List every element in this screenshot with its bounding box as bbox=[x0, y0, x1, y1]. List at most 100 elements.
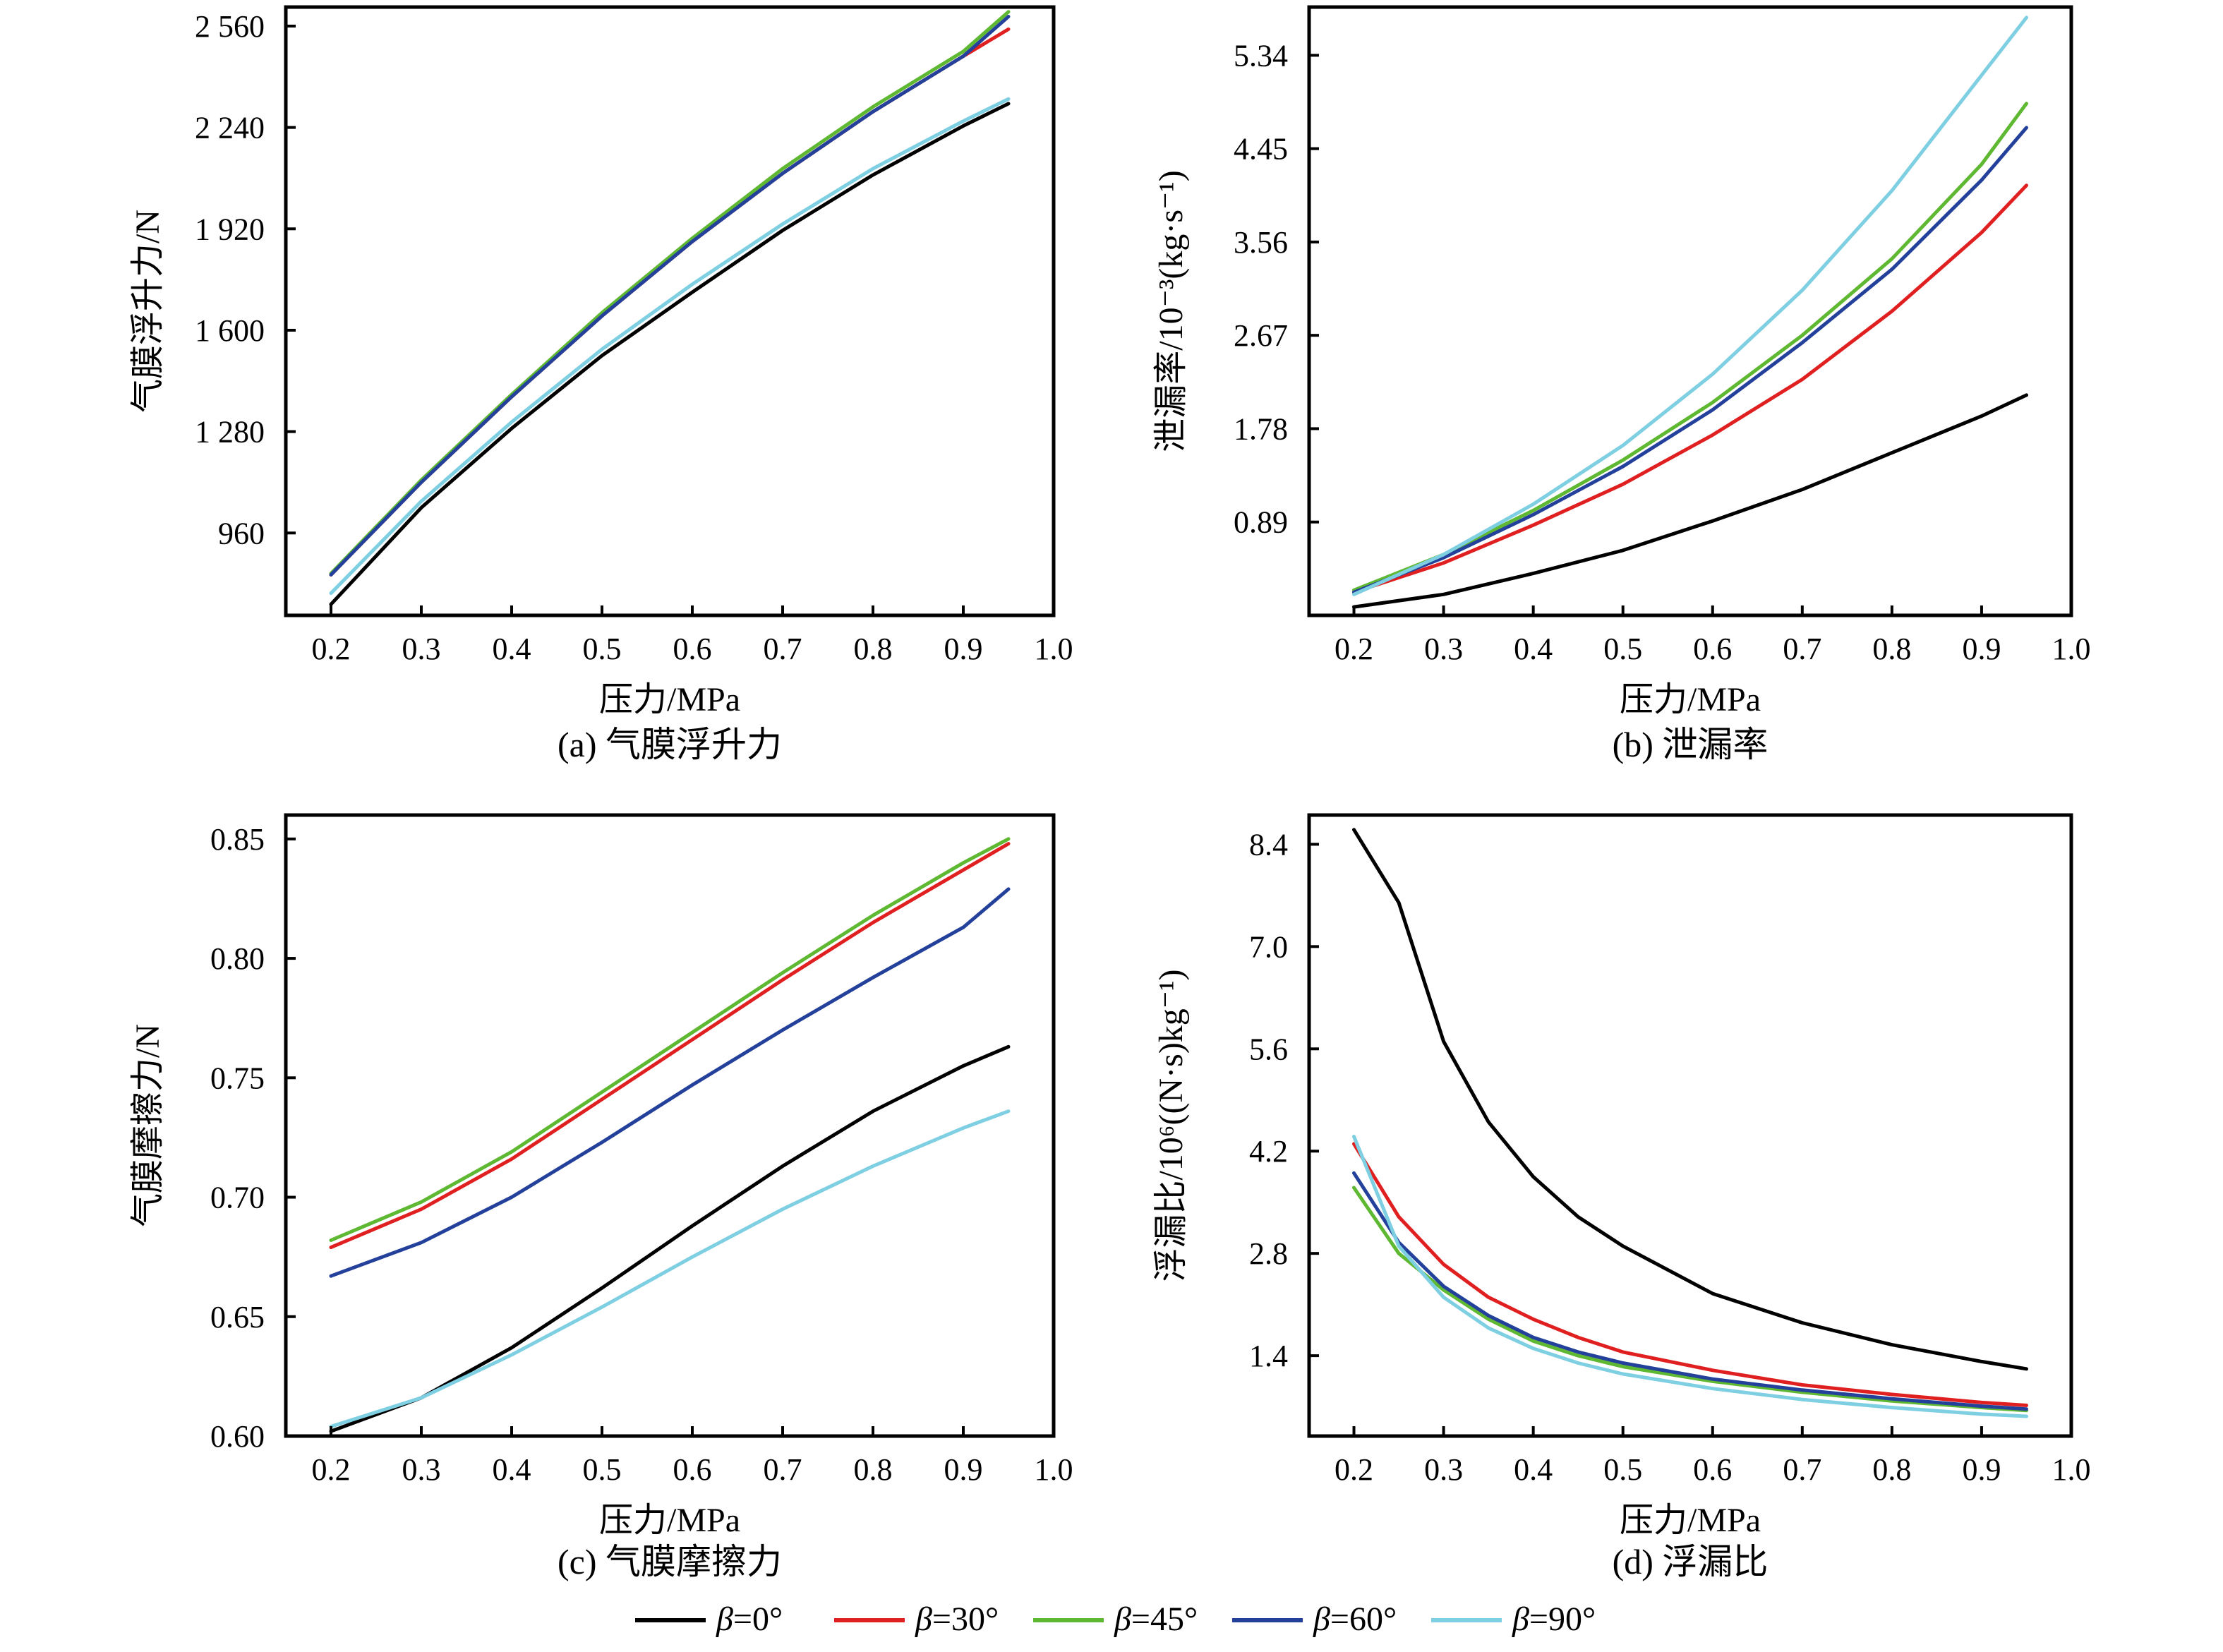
x-tick-label-b-5: 0.7 bbox=[1783, 632, 1821, 666]
y-tick-label-c-1: 0.65 bbox=[210, 1300, 265, 1334]
series-line-d-2 bbox=[1352, 1186, 2028, 1413]
series-line-d-3 bbox=[1352, 1171, 2028, 1411]
y-tick-label-a-5: 2 560 bbox=[195, 9, 265, 44]
y-tick-label-c-2: 0.70 bbox=[210, 1181, 265, 1215]
legend-beta: β bbox=[1114, 1600, 1131, 1638]
plot-frame-b bbox=[1307, 5, 2073, 617]
x-tick-label-c-2: 0.4 bbox=[493, 1452, 531, 1487]
y-axis-label-d: 浮漏比/10⁶((N·s)kg⁻¹) bbox=[1152, 969, 1190, 1282]
panel-caption-d: (d) 浮漏比 bbox=[1613, 1542, 1769, 1581]
x-tick-label-a-4: 0.6 bbox=[673, 632, 712, 666]
x-tick-label-a-6: 0.8 bbox=[854, 632, 893, 666]
panel-b: 0.2 0.3 0.4 0.5 0.6 0.7 0.8 0.9 1.0 0.89 1.78 2.67 3… bbox=[1152, 5, 2091, 764]
x-tick-label-d-6: 0.8 bbox=[1872, 1452, 1911, 1487]
x-tick-label-c-6: 0.8 bbox=[854, 1452, 893, 1487]
x-tick-label-c-7: 0.9 bbox=[944, 1452, 983, 1487]
panel-d: 0.2 0.3 0.4 0.5 0.6 0.7 0.8 0.9 1.0 1.4 2.8 4.2 5.6 7… bbox=[1152, 813, 2091, 1581]
legend-beta: β bbox=[716, 1600, 733, 1638]
panel-caption-c: (c) 气膜摩擦力 bbox=[558, 1542, 782, 1581]
y-tick-label-c-4: 0.80 bbox=[210, 941, 265, 976]
x-tick-label-c-4: 0.6 bbox=[673, 1452, 712, 1487]
y-tick-label-b-1: 1.78 bbox=[1234, 411, 1288, 446]
y-tick-label-d-5: 8.4 bbox=[1249, 827, 1288, 862]
series-line-b-4 bbox=[1352, 16, 2028, 596]
x-tick-label-d-2: 0.4 bbox=[1514, 1452, 1553, 1487]
x-tick-label-b-7: 0.9 bbox=[1962, 632, 2001, 666]
x-tick-label-a-5: 0.7 bbox=[764, 632, 802, 666]
series-line-a-0 bbox=[329, 102, 1011, 606]
panel-caption-a: (a) 气膜浮升力 bbox=[558, 725, 782, 764]
y-tick-label-a-1: 1 280 bbox=[195, 415, 265, 450]
x-tick-label-d-4: 0.6 bbox=[1693, 1452, 1732, 1487]
x-tick-label-c-1: 0.3 bbox=[402, 1452, 441, 1487]
series-line-d-4 bbox=[1352, 1135, 2028, 1418]
series-line-b-2 bbox=[1352, 102, 2028, 592]
legend-beta: β bbox=[915, 1600, 932, 1638]
legend-entry-4: β=90° bbox=[1512, 1600, 1596, 1638]
series-line-d-0 bbox=[1352, 828, 2028, 1371]
x-tick-label-d-7: 0.9 bbox=[1962, 1452, 2001, 1487]
x-tick-label-b-3: 0.5 bbox=[1603, 632, 1642, 666]
plot-frame-d bbox=[1307, 813, 2073, 1438]
y-tick-label-a-0: 960 bbox=[218, 516, 265, 550]
y-tick-label-b-4: 4.45 bbox=[1234, 132, 1288, 167]
legend-entry-0: β=0° bbox=[716, 1600, 783, 1638]
series-line-c-0 bbox=[329, 1044, 1011, 1433]
series-line-b-3 bbox=[1352, 126, 2028, 594]
series-line-a-4 bbox=[329, 97, 1011, 596]
plot-frame-c bbox=[284, 813, 1056, 1438]
x-tick-label-a-8: 1.0 bbox=[1035, 632, 1073, 666]
y-tick-label-c-3: 0.75 bbox=[210, 1061, 265, 1095]
x-axis-label-b: 压力/MPa bbox=[1620, 681, 1761, 718]
plot-frame-a bbox=[284, 5, 1056, 617]
legend-beta: β bbox=[1313, 1600, 1330, 1638]
legend: β=0° β=30° β=45° β=60° β=90° bbox=[635, 1600, 1596, 1638]
legend-entry-2: β=45° bbox=[1114, 1600, 1198, 1638]
x-tick-label-a-7: 0.9 bbox=[944, 632, 983, 666]
legend-eq: =30° bbox=[932, 1600, 999, 1638]
legend-entry-1: β=30° bbox=[915, 1600, 999, 1638]
x-tick-label-c-8: 1.0 bbox=[1035, 1452, 1073, 1487]
x-tick-label-c-3: 0.5 bbox=[583, 1452, 622, 1487]
y-tick-label-a-3: 1 920 bbox=[195, 212, 265, 246]
x-axis-label-c: 压力/MPa bbox=[599, 1502, 740, 1539]
series-line-c-4 bbox=[329, 1109, 1011, 1428]
x-axis-label-a: 压力/MPa bbox=[599, 681, 740, 718]
y-tick-label-c-0: 0.60 bbox=[210, 1419, 265, 1454]
y-tick-label-a-2: 1 600 bbox=[195, 313, 265, 348]
y-tick-label-d-0: 1.4 bbox=[1249, 1339, 1288, 1373]
panel-a: 0.2 0.3 0.4 0.5 0.6 0.7 0.8 0.9 1.0 960 1 280 1 600… bbox=[129, 5, 1073, 764]
legend-beta: β bbox=[1512, 1600, 1529, 1638]
y-axis-label-c: 气膜摩擦力/N bbox=[129, 1024, 167, 1227]
series-line-b-0 bbox=[1352, 393, 2028, 609]
x-tick-label-a-0: 0.2 bbox=[312, 632, 351, 666]
x-tick-label-d-1: 0.3 bbox=[1424, 1452, 1463, 1487]
y-tick-label-d-2: 4.2 bbox=[1249, 1134, 1288, 1169]
legend-entry-3: β=60° bbox=[1313, 1600, 1397, 1638]
y-tick-label-d-4: 7.0 bbox=[1249, 929, 1288, 964]
x-tick-label-d-0: 0.2 bbox=[1335, 1452, 1373, 1487]
x-tick-label-d-5: 0.7 bbox=[1783, 1452, 1821, 1487]
y-tick-label-b-3: 3.56 bbox=[1234, 225, 1288, 260]
panel-c: 0.2 0.3 0.4 0.5 0.6 0.7 0.8 0.9 1.0 0.60 0.65 0.70 0… bbox=[129, 813, 1073, 1581]
x-tick-label-b-4: 0.6 bbox=[1693, 632, 1732, 666]
x-tick-label-b-6: 0.8 bbox=[1872, 632, 1911, 666]
y-tick-label-a-4: 2 240 bbox=[195, 111, 265, 145]
x-tick-label-a-2: 0.4 bbox=[493, 632, 531, 666]
y-tick-label-d-1: 2.8 bbox=[1249, 1236, 1288, 1271]
x-axis-label-d: 压力/MPa bbox=[1620, 1502, 1761, 1539]
y-tick-label-c-5: 0.85 bbox=[210, 822, 265, 857]
series-line-d-1 bbox=[1352, 1142, 2028, 1407]
x-tick-label-b-8: 1.0 bbox=[2052, 632, 2091, 666]
y-tick-label-d-3: 5.6 bbox=[1249, 1032, 1288, 1066]
legend-eq: =0° bbox=[733, 1600, 783, 1638]
y-axis-label-a: 气膜浮升力/N bbox=[129, 210, 167, 413]
x-tick-label-c-5: 0.7 bbox=[764, 1452, 802, 1487]
series-line-c-2 bbox=[329, 837, 1011, 1242]
series-line-c-1 bbox=[329, 842, 1011, 1250]
series-line-c-3 bbox=[329, 887, 1011, 1278]
y-tick-label-b-0: 0.89 bbox=[1234, 505, 1288, 540]
x-tick-label-b-0: 0.2 bbox=[1335, 632, 1373, 666]
x-tick-label-a-3: 0.5 bbox=[583, 632, 622, 666]
